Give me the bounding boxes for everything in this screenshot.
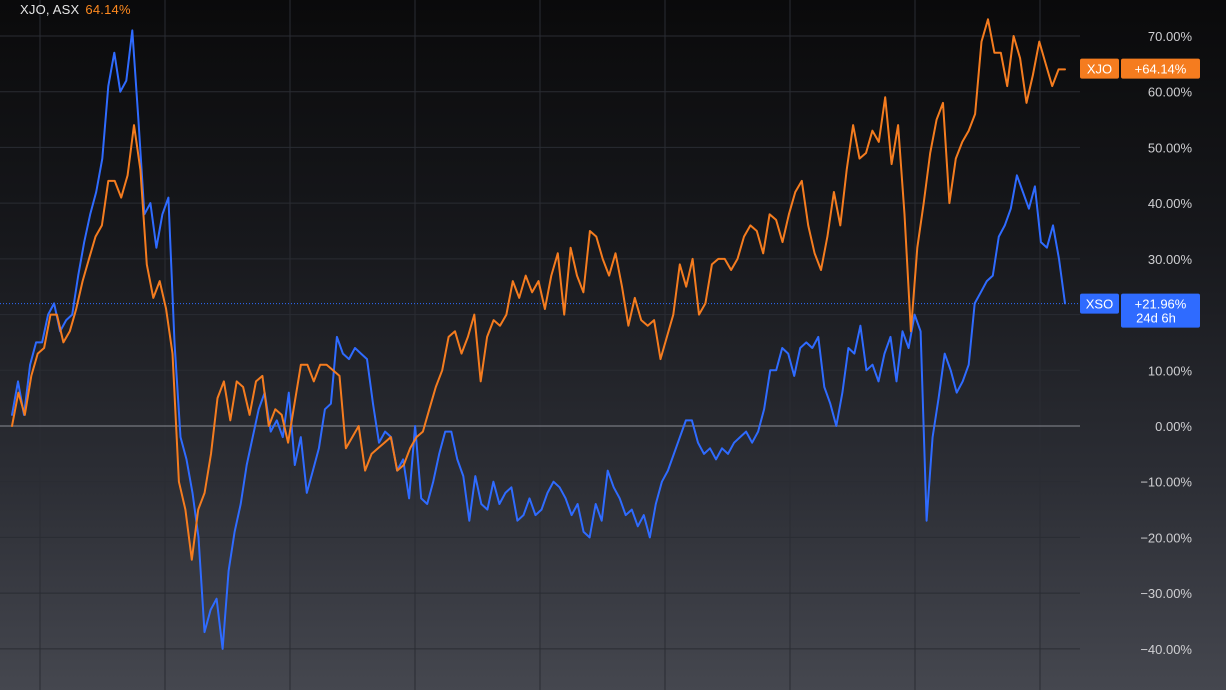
series-name-label: XJO [1087,62,1112,77]
y-tick-label: −20.00% [1140,530,1192,545]
header-change: 64.14% [85,2,131,17]
y-axis-labels: 70.00%60.00%50.00%40.00%30.00%20.00%10.0… [1140,29,1192,657]
price-tag-xjo[interactable]: XJO +64.14% [1080,58,1200,79]
price-tag-xso[interactable]: XSO +21.96%24d 6h [1080,293,1200,328]
series-line-xjo [11,18,1066,561]
symbol-title: XJO, ASX [20,2,80,17]
series-name-box [1080,293,1119,314]
series-countdown-label: 24d 6h [1136,311,1176,326]
y-tick-label: 40.00% [1148,196,1193,211]
series-name-label: XSO [1086,297,1113,312]
y-tick-label: 70.00% [1148,29,1193,44]
y-tick-label: 10.00% [1148,363,1193,378]
y-tick-label: 30.00% [1148,252,1193,267]
series-line-xso [11,29,1066,650]
y-tick-label: 0.00% [1155,419,1192,434]
series-value-box [1121,293,1200,328]
vertical-gridlines [39,0,1041,690]
series-value-label: +64.14% [1135,62,1187,77]
price-tags[interactable]: XJO +64.14% XSO +21.96%24d 6h [1080,58,1200,328]
series-value-label: +21.96% [1135,297,1187,312]
y-tick-label: 60.00% [1148,85,1193,100]
y-tick-label: 50.00% [1148,140,1193,155]
chart-header: XJO, ASX 64.14% [20,2,131,17]
series-value-box [1121,58,1200,79]
series-name-box [1080,58,1119,79]
horizontal-gridlines [0,35,1080,650]
y-tick-label: −10.00% [1140,475,1192,490]
y-tick-label: −40.00% [1140,642,1192,657]
y-tick-label: −30.00% [1140,586,1192,601]
series-layer [11,18,1066,650]
